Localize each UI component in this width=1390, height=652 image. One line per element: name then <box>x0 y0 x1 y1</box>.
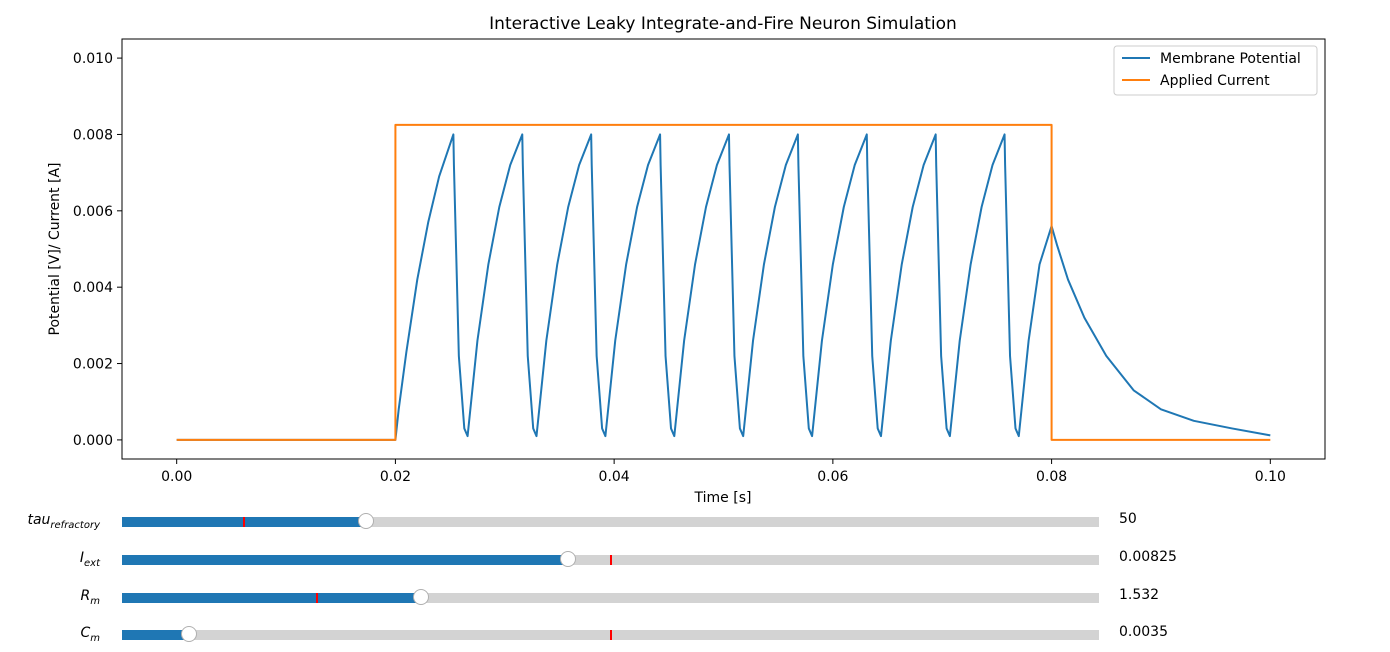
slider-fill-rm <box>122 593 421 603</box>
slider-fill-cm <box>122 630 190 640</box>
x-tick-label: 0.06 <box>817 469 848 485</box>
slider-tau-refractory: taurefractory 50 <box>0 509 1390 539</box>
slider-initial-marker-rm <box>316 593 319 603</box>
slider-fill-iext <box>122 555 568 565</box>
slider-label-cm: Cm <box>80 625 100 644</box>
slider-track-iext[interactable] <box>122 551 1099 567</box>
slider-cm: Cm 0.0035 <box>0 622 1390 652</box>
legend-label-membrane: Membrane Potential <box>1160 51 1301 67</box>
chart-title: Interactive Leaky Integrate-and-Fire Neu… <box>489 14 957 34</box>
slider-rm: Rm 1.532 <box>0 585 1390 615</box>
slider-track-tau[interactable] <box>122 513 1099 529</box>
slider-initial-marker-iext <box>609 555 612 565</box>
slider-value-cm: 0.0035 <box>1119 624 1168 640</box>
slider-iext: Iext 0.00825 <box>0 547 1390 577</box>
slider-track-cm[interactable] <box>122 626 1099 642</box>
slider-value-iext: 0.00825 <box>1119 549 1177 565</box>
y-tick-label: 0.010 <box>73 51 113 67</box>
slider-label-tau: taurefractory <box>27 512 100 531</box>
lif-chart: Interactive Leaky Integrate-and-Fire Neu… <box>47 14 1326 505</box>
y-axis: 0.000 0.002 0.004 0.006 0.008 0.010 <box>73 51 122 449</box>
plot-area <box>121 38 1326 460</box>
x-tick-label: 0.02 <box>380 469 411 485</box>
slider-label-iext: Iext <box>79 550 100 569</box>
y-tick-label: 0.000 <box>73 433 113 449</box>
slider-handle-cm[interactable] <box>181 626 198 642</box>
series-layer <box>176 123 1271 441</box>
slider-initial-marker-cm <box>609 630 612 640</box>
series-line-applied-current <box>176 123 1271 441</box>
slider-handle-iext[interactable] <box>559 551 576 567</box>
y-tick-label: 0.008 <box>73 127 113 143</box>
slider-handle-tau[interactable] <box>358 513 375 529</box>
slider-handle-rm[interactable] <box>412 589 429 605</box>
slider-track-rm[interactable] <box>122 589 1099 605</box>
slider-value-tau: 50 <box>1119 511 1137 527</box>
series-line-membrane-potential <box>176 133 1271 441</box>
y-tick-label: 0.006 <box>73 204 113 220</box>
legend-label-current: Applied Current <box>1160 73 1270 89</box>
slider-initial-marker-tau <box>243 517 246 527</box>
slider-value-rm: 1.532 <box>1119 587 1160 603</box>
y-tick-label: 0.004 <box>73 280 113 296</box>
y-axis-label: Potential [V]/ Current [A] <box>47 163 63 336</box>
x-axis: 0.00 0.02 0.04 0.06 0.08 0.10 <box>161 459 1286 485</box>
x-tick-label: 0.08 <box>1036 469 1067 485</box>
y-tick-label: 0.002 <box>73 357 113 373</box>
slider-label-rm: Rm <box>80 588 100 607</box>
x-tick-label: 0.10 <box>1255 469 1286 485</box>
legend-box <box>1113 45 1318 96</box>
x-axis-label: Time [s] <box>694 490 752 505</box>
x-tick-label: 0.04 <box>599 469 630 485</box>
legend: Membrane Potential Applied Current <box>1113 45 1318 96</box>
x-tick-label: 0.00 <box>161 469 192 485</box>
